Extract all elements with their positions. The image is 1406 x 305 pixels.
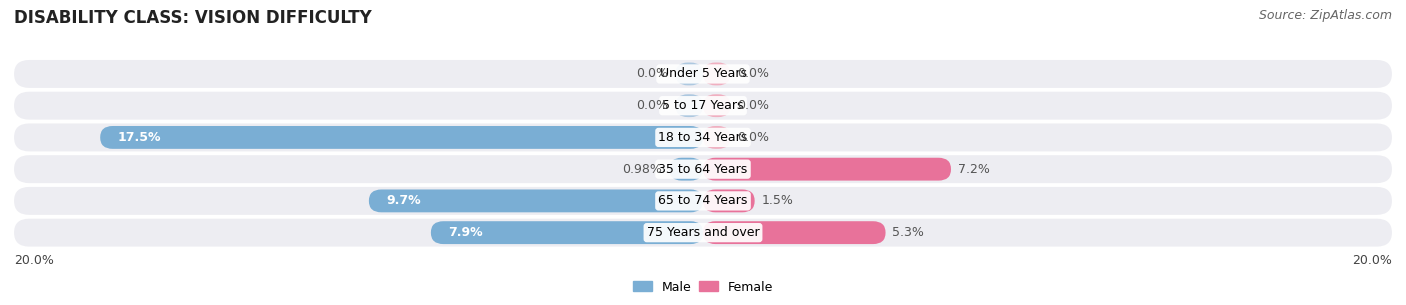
FancyBboxPatch shape <box>703 189 755 212</box>
FancyBboxPatch shape <box>14 187 1392 215</box>
Text: 0.0%: 0.0% <box>637 99 669 112</box>
Text: 0.98%: 0.98% <box>623 163 662 176</box>
FancyBboxPatch shape <box>669 158 703 181</box>
Legend: Male, Female: Male, Female <box>628 275 778 299</box>
FancyBboxPatch shape <box>100 126 703 149</box>
Text: 5.3%: 5.3% <box>893 226 924 239</box>
FancyBboxPatch shape <box>14 92 1392 120</box>
Text: 9.7%: 9.7% <box>387 194 420 207</box>
Text: Source: ZipAtlas.com: Source: ZipAtlas.com <box>1258 9 1392 22</box>
FancyBboxPatch shape <box>14 60 1392 88</box>
FancyBboxPatch shape <box>14 219 1392 247</box>
Text: 20.0%: 20.0% <box>14 254 53 267</box>
Text: 65 to 74 Years: 65 to 74 Years <box>658 194 748 207</box>
Text: 5 to 17 Years: 5 to 17 Years <box>662 99 744 112</box>
Text: 7.9%: 7.9% <box>449 226 482 239</box>
FancyBboxPatch shape <box>703 221 886 244</box>
Text: 17.5%: 17.5% <box>117 131 160 144</box>
Text: 0.0%: 0.0% <box>738 99 769 112</box>
FancyBboxPatch shape <box>675 94 703 117</box>
FancyBboxPatch shape <box>14 155 1392 183</box>
FancyBboxPatch shape <box>430 221 703 244</box>
Text: 20.0%: 20.0% <box>1353 254 1392 267</box>
FancyBboxPatch shape <box>703 63 731 85</box>
Text: 1.5%: 1.5% <box>762 194 793 207</box>
Text: Under 5 Years: Under 5 Years <box>659 67 747 81</box>
FancyBboxPatch shape <box>703 94 731 117</box>
Text: 7.2%: 7.2% <box>957 163 990 176</box>
Text: 75 Years and over: 75 Years and over <box>647 226 759 239</box>
Text: 0.0%: 0.0% <box>738 67 769 81</box>
FancyBboxPatch shape <box>368 189 703 212</box>
FancyBboxPatch shape <box>14 124 1392 151</box>
Text: DISABILITY CLASS: VISION DIFFICULTY: DISABILITY CLASS: VISION DIFFICULTY <box>14 9 371 27</box>
Text: 0.0%: 0.0% <box>637 67 669 81</box>
FancyBboxPatch shape <box>675 63 703 85</box>
Text: 18 to 34 Years: 18 to 34 Years <box>658 131 748 144</box>
FancyBboxPatch shape <box>703 158 950 181</box>
Text: 0.0%: 0.0% <box>738 131 769 144</box>
Text: 35 to 64 Years: 35 to 64 Years <box>658 163 748 176</box>
FancyBboxPatch shape <box>703 126 731 149</box>
